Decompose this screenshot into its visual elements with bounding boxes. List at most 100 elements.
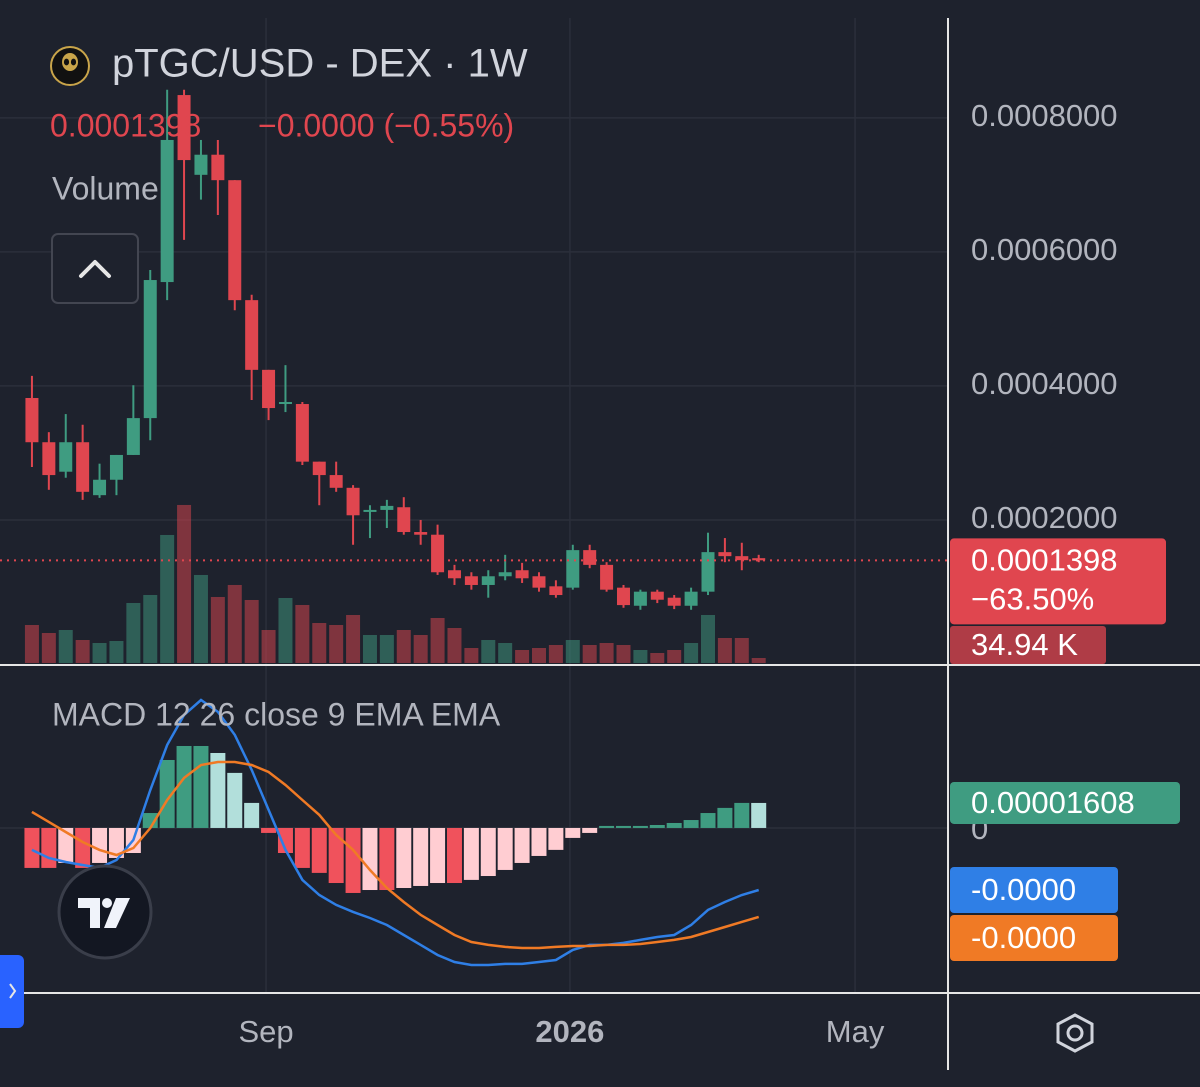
candle-body (701, 552, 715, 592)
scale-labels: Sep 2026 May 0.0002000 0.0004000 0.0006000 0.0… (238, 98, 1180, 1049)
candle-body (25, 397, 39, 443)
candle-body (211, 154, 225, 181)
volume-bar (109, 640, 124, 663)
value-label: -0.0000 (971, 920, 1076, 955)
volume-bar (447, 627, 462, 663)
candle-body (532, 576, 546, 588)
volume-bar (464, 647, 479, 663)
histogram-bar (227, 772, 243, 828)
volume-bar (565, 639, 580, 663)
histogram-bar (751, 802, 767, 828)
candle-body (600, 564, 614, 590)
volume-bar (734, 637, 749, 663)
histogram-bar (210, 752, 226, 828)
volume-bar (633, 649, 648, 663)
candle-body (718, 552, 732, 557)
candle-body (414, 532, 428, 535)
candle-body (329, 475, 343, 488)
volume-bar (58, 629, 73, 663)
volume-bar (92, 642, 107, 663)
candle-body (633, 591, 647, 606)
y-tick-label: 0.0002000 (971, 500, 1118, 535)
candle-body (464, 576, 478, 585)
candle-body (177, 95, 191, 161)
histogram-bar (599, 825, 615, 828)
histogram-bar (261, 827, 277, 833)
volume-bar (430, 617, 445, 663)
volume-bar (75, 639, 90, 663)
histogram-bar (277, 827, 293, 853)
histogram-bar (463, 827, 479, 880)
symbol-title: pTGC/USD - DEX · 1W (112, 42, 528, 86)
histogram-bar (396, 827, 412, 888)
volume-bar (751, 658, 766, 663)
volume-bar (650, 652, 665, 663)
histogram-label-box (950, 781, 1180, 824)
collapse-button[interactable] (51, 233, 139, 304)
y-tick-label: 0.0008000 (971, 98, 1118, 133)
histogram-bar (734, 802, 750, 828)
side-panel-tab[interactable] (0, 955, 24, 1028)
volume-label-box (950, 626, 1106, 664)
candle-body (481, 576, 495, 585)
histogram-bar (531, 827, 547, 856)
histogram-bar (514, 827, 530, 863)
histogram-bar (615, 825, 631, 828)
histogram-bar (58, 827, 74, 863)
x-tick-label: 2026 (535, 1014, 604, 1049)
histogram-bar (41, 827, 57, 868)
histogram-bar (565, 827, 581, 838)
histogram-bar (446, 827, 462, 884)
candle-body (194, 154, 208, 175)
histogram-bar (311, 827, 327, 873)
volume-bar (346, 614, 361, 663)
histogram-bar (632, 825, 648, 828)
volume-bar (396, 629, 411, 663)
volume-bar (582, 644, 597, 663)
histogram-bar (193, 745, 209, 828)
settings-button[interactable] (1056, 1013, 1094, 1053)
volume-bar (481, 639, 496, 663)
histogram-bar (24, 827, 40, 868)
candle-body (431, 534, 445, 573)
candle-body (93, 479, 107, 496)
volume-bar (498, 642, 513, 663)
candle-body (109, 454, 123, 480)
histogram-bar (92, 827, 108, 863)
histogram-bar (345, 827, 361, 893)
x-tick-label: May (826, 1014, 885, 1049)
histogram-bar (75, 827, 91, 868)
candle-body (228, 180, 242, 301)
change-label: −63.50% (971, 582, 1094, 617)
candle-body (295, 404, 309, 462)
volume-bar (143, 594, 158, 663)
candle-body (346, 487, 360, 516)
macd-line (31, 760, 760, 950)
histogram-bar (666, 822, 682, 828)
volume-bar (531, 647, 546, 663)
candle-body (684, 591, 698, 606)
candle-body (363, 509, 377, 512)
value-label-box (950, 915, 1118, 962)
volume-bar (548, 644, 563, 663)
value-label-box (950, 867, 1118, 914)
macd-line (31, 698, 760, 967)
candle-body (397, 507, 411, 533)
candle-body (76, 442, 90, 492)
tradingview-logo[interactable] (57, 864, 153, 960)
y-tick-label: 0.0006000 (971, 232, 1118, 267)
candle-body (278, 402, 292, 405)
volume-label: 34.94 K (971, 627, 1078, 662)
quote-change: −0.0000 (−0.55%) (258, 107, 514, 143)
volume-bar (362, 634, 377, 663)
volume-bar (24, 624, 39, 663)
value-label: -0.0000 (971, 872, 1076, 907)
volume-bar (599, 642, 614, 663)
histogram-bar (362, 827, 378, 891)
volume-bar (126, 602, 141, 663)
volume-bar (667, 649, 682, 663)
histogram-bar (717, 807, 733, 828)
histogram-bar (108, 827, 124, 858)
candle-body (616, 587, 630, 606)
volume-bar (227, 584, 242, 663)
